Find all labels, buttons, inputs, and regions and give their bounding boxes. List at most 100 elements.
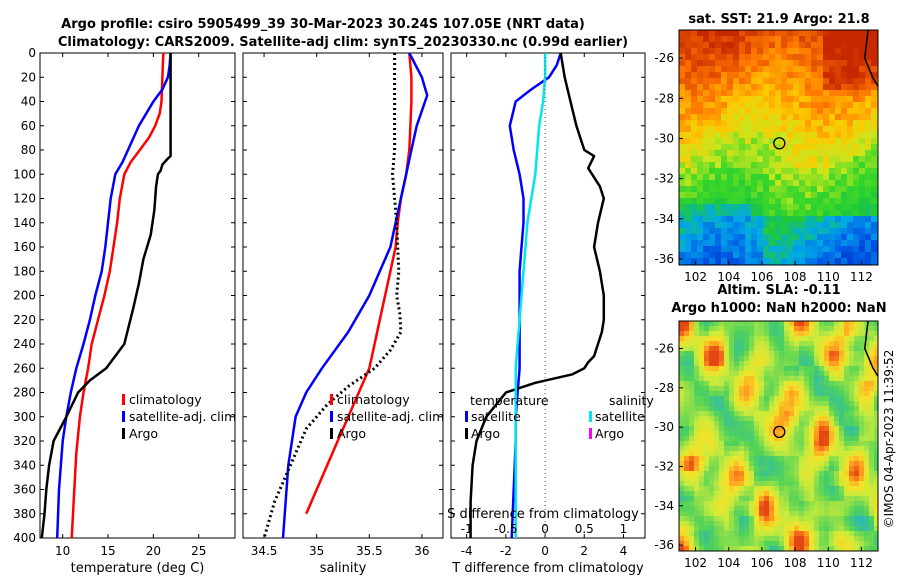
- sla-map-axes: 102 104 106 108 110 112 -26 -28 -30 -32 -34 -36: [654, 320, 879, 570]
- plot-frame: [39, 52, 236, 539]
- y-tick-label: 280: [13, 386, 36, 400]
- x-axis-label: temperature (deg C): [71, 561, 205, 576]
- coastline: [863, 29, 879, 87]
- x-tick-label: 10: [55, 544, 70, 558]
- legend-label: Argo: [595, 426, 624, 441]
- y-tick-label: -34: [654, 212, 674, 226]
- top-x-tick-label: -0.5: [494, 522, 517, 536]
- y-tick-label: -26: [654, 342, 674, 356]
- y-tick-label: 20: [21, 70, 36, 84]
- top-x-tick-label: 1: [620, 522, 628, 536]
- y-tick-label: 180: [13, 264, 36, 278]
- x-tick-label: 110: [817, 270, 840, 284]
- y-tick-label: 160: [13, 240, 36, 254]
- x-tick-label: -2: [500, 544, 512, 558]
- legend-swatch: [589, 411, 592, 422]
- series-line-argo: [40, 53, 172, 539]
- x-tick-label: 108: [784, 556, 807, 570]
- x-tick-label: 110: [817, 556, 840, 570]
- coastline: [863, 320, 879, 377]
- x-tick-label: 35.5: [356, 544, 383, 558]
- y-tick-label: -30: [654, 420, 674, 434]
- y-tick-label: -28: [654, 381, 674, 395]
- series-line-satellite-adj-clim: [55, 52, 172, 539]
- legend-swatch: [330, 394, 333, 405]
- y-tick-label: -34: [654, 499, 674, 513]
- legend-label: climatology: [337, 392, 410, 407]
- sla-field: [679, 321, 879, 552]
- y-tick-label: 400: [13, 531, 36, 545]
- sla-map-title-line2: Argo h1000: NaN h2000: NaN: [671, 301, 886, 316]
- y-tick-label: 140: [13, 216, 36, 230]
- x-tick-label: 36: [414, 544, 429, 558]
- x-tick-label: -4: [461, 544, 473, 558]
- y-tick-label: 300: [13, 410, 36, 424]
- y-tick-label: 360: [13, 483, 36, 497]
- y-tick-label: -32: [654, 172, 674, 186]
- y-tick-label: 40: [21, 95, 36, 109]
- y-tick-label: 260: [13, 361, 36, 375]
- difference-axes: -4 -2 0 2 4 T difference from climatology S di…: [447, 52, 654, 576]
- y-tick-label: 320: [13, 434, 36, 448]
- x-tick-label: 35: [309, 544, 324, 558]
- x-tick-label: 34.5: [251, 544, 278, 558]
- x-tick-label: 104: [717, 270, 740, 284]
- legend-label: satellite: [471, 409, 521, 424]
- legend-swatch: [589, 428, 592, 439]
- plot-frame: [450, 52, 646, 539]
- figure-title-line2: Climatology: CARS2009. Satellite-adj cli…: [58, 35, 628, 50]
- x-tick-label: 104: [717, 556, 740, 570]
- salinity-axes: 34.5 35 35.5 36 salinity climatology satellite…: [242, 52, 444, 576]
- x-tick-label: 4: [620, 544, 628, 558]
- x-tick-label: 2: [580, 544, 588, 558]
- y-tick-label: 340: [13, 458, 36, 472]
- x-tick-label: 112: [850, 556, 873, 570]
- x-tick-label: 112: [850, 270, 873, 284]
- series-line-climatology: [305, 52, 413, 515]
- x-tick-label: 102: [684, 556, 707, 570]
- legend-title-temperature: temperature: [470, 393, 549, 408]
- map-frame: [678, 320, 879, 552]
- x-tick-label: 102: [684, 270, 707, 284]
- series-line-argo-t-diff: [469, 52, 606, 538]
- temperature-axes: 0 20 40 60 80 100 120 140 160 180 200 220 240 260 280 3…: [13, 46, 236, 576]
- legend-label: Argo: [129, 426, 158, 441]
- legend-swatch: [122, 411, 125, 422]
- top-axis-label: S difference from climatology: [447, 507, 639, 522]
- y-tick-label: -26: [654, 51, 674, 65]
- x-tick-label: 106: [750, 270, 773, 284]
- y-tick-label: 220: [13, 313, 36, 327]
- argo-location-marker: [773, 425, 786, 439]
- y-tick-label: 200: [13, 289, 36, 303]
- y-tick-label: -32: [654, 459, 674, 473]
- legend-label: climatology: [129, 392, 202, 407]
- legend-label: satellite-adj. clim: [129, 409, 236, 424]
- plot-frame: [242, 52, 444, 539]
- y-tick-label: 100: [13, 167, 36, 181]
- top-x-tick-label: 0.5: [575, 522, 594, 536]
- legend-swatch: [122, 394, 125, 405]
- series-line-argo: [262, 53, 403, 539]
- imos-watermark: ©IMOS 04-Apr-2023 11:39:52: [882, 350, 896, 529]
- legend-label: Argo: [337, 426, 366, 441]
- legend-label: Argo: [471, 426, 500, 441]
- x-tick-label: 25: [191, 544, 206, 558]
- sst-map-axes: 102 104 106 108 110 112 -26 -28 -30 -32 -34 -36: [654, 29, 879, 284]
- series-line-satellite-adj-clim: [281, 52, 429, 539]
- x-tick-label: 108: [784, 270, 807, 284]
- y-tick-label: 60: [21, 119, 36, 133]
- legend-swatch: [465, 411, 468, 422]
- legend-swatch: [330, 411, 333, 422]
- y-tick-label: 380: [13, 507, 36, 521]
- legend-label: satellite: [595, 409, 645, 424]
- top-x-tick-label: 0: [541, 522, 549, 536]
- y-tick-label: -36: [654, 252, 674, 266]
- y-tick-label: 80: [21, 143, 36, 157]
- x-tick-label: 106: [750, 556, 773, 570]
- series-line-satellite-s-diff: [514, 53, 547, 538]
- sla-map-title-line1: Altim. SLA: -0.11: [717, 283, 840, 298]
- legend-swatch: [122, 428, 125, 439]
- y-tick-label: 0: [28, 46, 36, 60]
- argo-location-marker: [773, 137, 786, 150]
